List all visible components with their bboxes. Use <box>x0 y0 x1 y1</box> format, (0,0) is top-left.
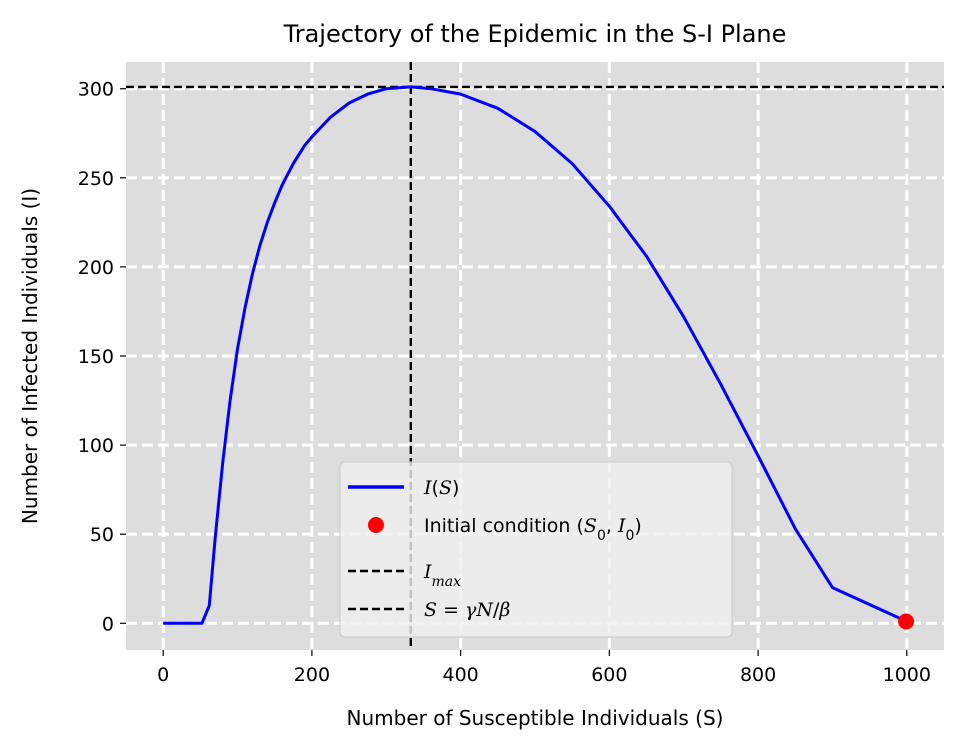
y-tick-label: 200 <box>78 257 114 279</box>
series-group <box>163 85 915 630</box>
y-tick-label: 300 <box>78 79 114 101</box>
x-axis-label: Number of Susceptible Individuals (S) <box>347 706 724 730</box>
x-tick-label: 600 <box>591 664 627 686</box>
reference-lines <box>126 62 944 650</box>
legend-text-part: max <box>432 574 462 590</box>
y-axis-ticks: 0 50 100 150 200 250 300 <box>78 79 126 635</box>
y-tick-label: 50 <box>90 524 114 546</box>
x-tick-label: 800 <box>740 664 776 686</box>
legend-text-part: , <box>606 515 618 537</box>
x-tick-label: 200 <box>294 664 330 686</box>
legend-label-threshold: S = γN/β <box>424 599 510 621</box>
legend-text-part: S <box>584 515 597 537</box>
trajectory-line <box>163 85 908 625</box>
chart-title: Trajectory of the Epidemic in the S-I Pl… <box>283 20 787 48</box>
y-tick-label: 100 <box>78 435 114 457</box>
legend-text-part: / <box>493 599 500 621</box>
x-tick-label: 400 <box>443 664 479 686</box>
legend-text-part: ( <box>432 477 439 499</box>
legend-text-part: Initial condition ( <box>424 515 584 537</box>
x-axis-ticks: 0 200 400 600 800 1000 <box>157 650 931 686</box>
legend-text-part: ) <box>452 477 459 499</box>
y-tick-label: 0 <box>102 613 114 635</box>
y-tick-label: 250 <box>78 168 114 190</box>
x-tick-label: 1000 <box>883 664 931 686</box>
legend-text-part: I <box>423 561 432 583</box>
legend-label-imax: Imax <box>423 561 461 590</box>
legend-label-trajectory: I(S) <box>423 477 459 499</box>
legend-box <box>339 461 733 638</box>
legend-text-part: I <box>617 515 626 537</box>
legend-text-part: γN <box>465 599 494 621</box>
y-axis-label: Number of Infected Individuals (I) <box>18 188 42 524</box>
legend-text-part: β <box>498 599 510 621</box>
legend-text-part: S <box>439 477 452 499</box>
legend-text-part: 0 <box>625 528 634 544</box>
y-tick-label: 150 <box>78 346 114 368</box>
legend-swatch-marker <box>368 517 384 533</box>
legend-text-part: S <box>424 599 437 621</box>
legend-text-part: = <box>437 599 465 621</box>
legend-text-part: ) <box>634 515 641 537</box>
legend-text-part: I <box>423 477 432 499</box>
legend-label-initial: Initial condition (S0, I0) <box>424 515 642 544</box>
legend-text-part: 0 <box>597 528 606 544</box>
initial-condition-point <box>898 613 915 630</box>
x-tick-label: 0 <box>157 664 169 686</box>
